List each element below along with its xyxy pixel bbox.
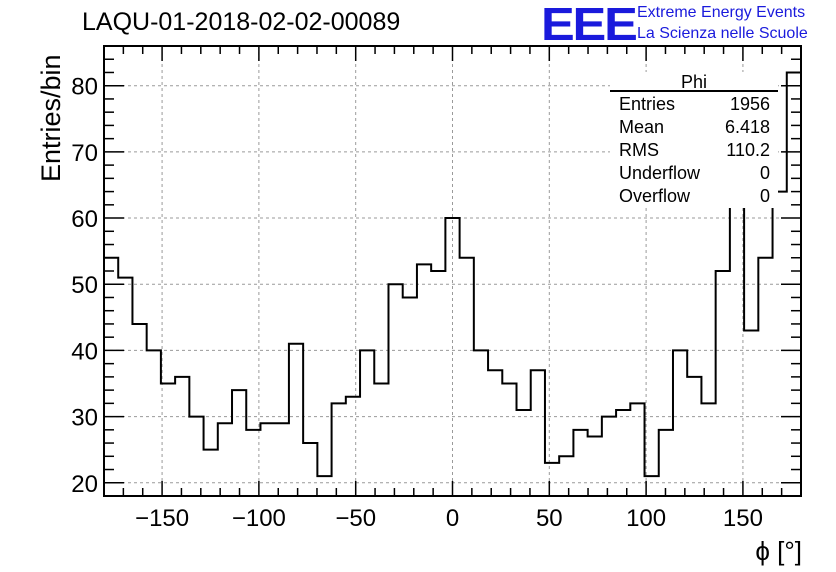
histogram-bin xyxy=(531,370,545,496)
histogram-bin xyxy=(175,377,189,496)
x-tick-label: 0 xyxy=(446,505,459,532)
histogram-bin xyxy=(545,463,559,496)
histogram-bin xyxy=(431,271,445,496)
histogram-bin xyxy=(744,331,758,496)
stats-value: 0 xyxy=(760,186,770,206)
histogram-bin xyxy=(317,476,331,496)
stats-box-title: Phi xyxy=(681,72,707,92)
histogram-bin xyxy=(161,384,175,497)
histogram-bin xyxy=(616,410,630,496)
histogram-bin xyxy=(758,258,772,496)
y-tick-label: 40 xyxy=(71,338,98,365)
histogram-bin xyxy=(716,271,730,496)
y-tick-label: 50 xyxy=(71,272,98,299)
histogram-bin xyxy=(132,324,146,496)
histogram-bin xyxy=(773,192,787,496)
y-tick-label: 70 xyxy=(71,140,98,167)
histogram-bin xyxy=(275,423,289,496)
histogram-bin xyxy=(602,417,616,496)
y-tick-label: 80 xyxy=(71,74,98,101)
y-tick-label: 30 xyxy=(71,405,98,432)
x-tick-label: −100 xyxy=(232,505,286,532)
histogram-bin xyxy=(559,456,573,496)
histogram-bin xyxy=(189,417,203,496)
y-axis-label: Entries/bin xyxy=(36,54,66,182)
x-tick-label: 50 xyxy=(536,505,563,532)
histogram-bin xyxy=(502,384,516,497)
histogram-bin xyxy=(517,410,531,496)
histogram-bin xyxy=(573,430,587,496)
histogram-bin xyxy=(588,436,602,496)
histogram-bin xyxy=(630,403,644,496)
stats-value: 6.418 xyxy=(725,117,770,137)
histogram-bin xyxy=(445,218,459,496)
logo-line-1: Extreme Energy Events xyxy=(637,4,806,21)
y-axis-label-wrap: Entries/bin xyxy=(0,48,66,188)
eee-logo: EEE xyxy=(541,0,638,50)
x-tick-label: −150 xyxy=(135,505,189,532)
histogram-bin xyxy=(460,258,474,496)
histogram-bin xyxy=(374,384,388,497)
stats-value: 1956 xyxy=(730,94,770,114)
stats-box: Phi Entries 1956 Mean 6.418 RMS 110.2 Underflow… xyxy=(610,72,778,208)
stats-label: RMS xyxy=(619,140,659,160)
histogram-bin xyxy=(260,423,274,496)
histogram-outline xyxy=(104,71,801,478)
histogram-bin xyxy=(488,370,502,496)
stats-value: 0 xyxy=(760,163,770,183)
tick-labels: −150 −100 −50 0 50 100 150 20 30 40 50 60 70 80 xyxy=(71,74,763,532)
histogram-bin xyxy=(687,377,701,496)
histogram-bin xyxy=(730,178,744,496)
histogram-bin xyxy=(474,350,488,496)
y-tick-label: 20 xyxy=(71,471,98,498)
histogram-bin xyxy=(232,390,246,496)
histogram-bin xyxy=(218,423,232,496)
histogram-bin xyxy=(346,397,360,496)
histogram-bin xyxy=(388,284,402,496)
stats-value: 110.2 xyxy=(726,140,770,160)
chart-title: LAQU-01-2018-02-02-00089 xyxy=(82,8,401,36)
x-tick-label: 150 xyxy=(723,505,763,532)
x-tick-label: −50 xyxy=(335,505,376,532)
histogram-bin xyxy=(673,350,687,496)
x-tick-label: 100 xyxy=(626,505,666,532)
stats-label: Entries xyxy=(619,94,675,114)
stats-box-bg xyxy=(610,72,778,208)
histogram-bin xyxy=(701,403,715,496)
histogram-bin xyxy=(360,350,374,496)
stats-label: Underflow xyxy=(619,163,701,183)
histogram-bin xyxy=(332,403,346,496)
logo-line-2: La Scienza nelle Scuole xyxy=(637,25,808,42)
histogram-bin xyxy=(303,443,317,496)
stats-label: Mean xyxy=(619,117,664,137)
stats-label: Overflow xyxy=(619,186,691,206)
histogram-bin xyxy=(659,430,673,496)
histogram-bin xyxy=(417,264,431,496)
histogram-bin xyxy=(118,278,132,496)
histogram-bin xyxy=(204,450,218,496)
y-tick-label: 60 xyxy=(71,206,98,233)
axes xyxy=(103,45,802,497)
histogram-bars xyxy=(104,71,801,497)
histogram-bin xyxy=(289,344,303,496)
histogram-bin xyxy=(147,350,161,496)
histogram-bin xyxy=(403,297,417,496)
x-axis-label: ϕ [°] xyxy=(755,536,802,566)
